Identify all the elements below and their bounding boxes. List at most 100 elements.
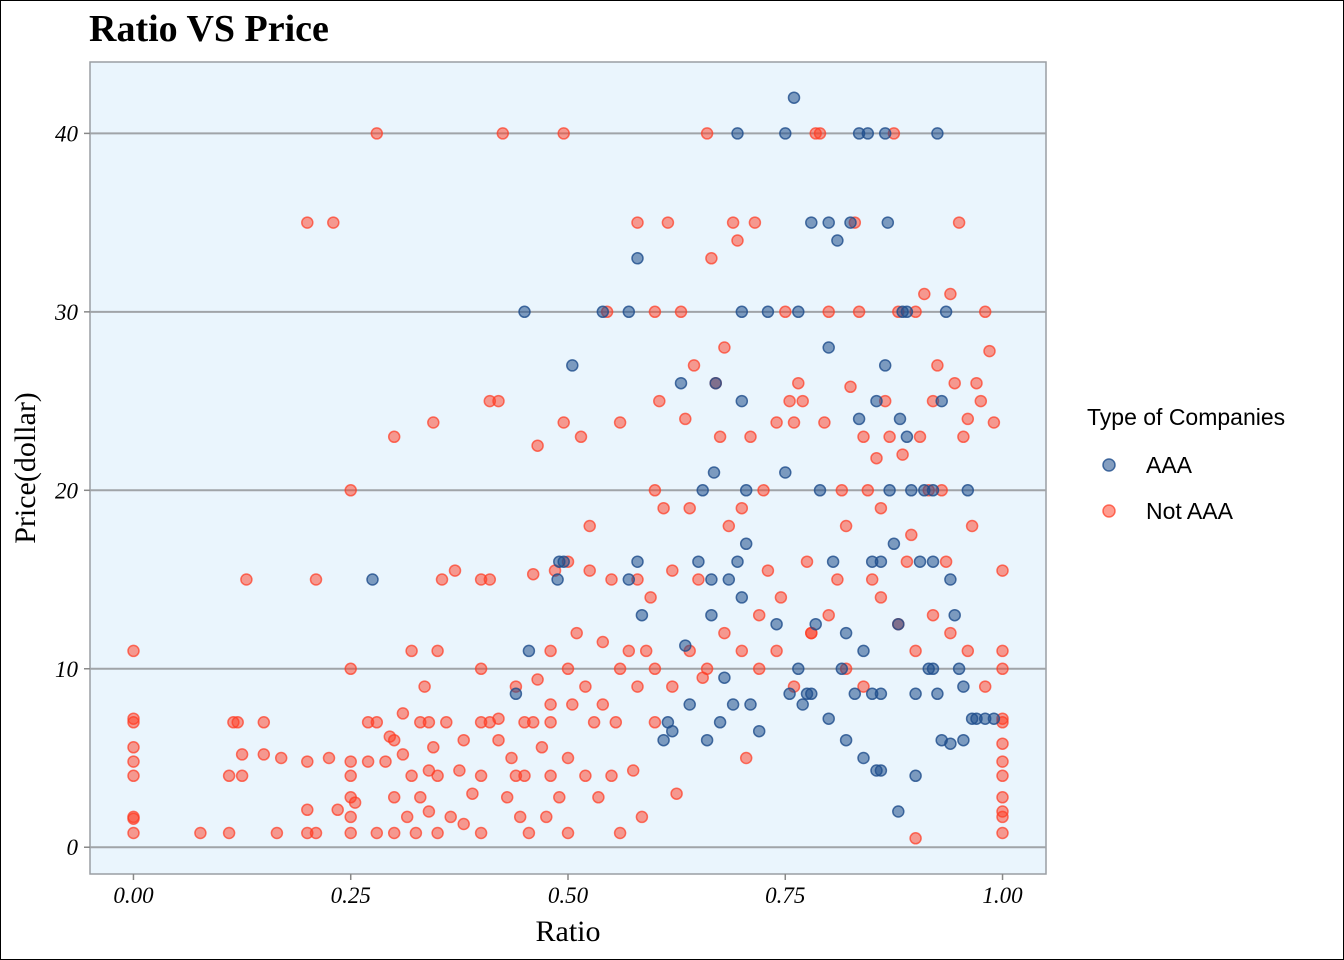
point-not-aaa — [574, 430, 588, 444]
point-aaa — [731, 127, 744, 140]
point-aaa — [522, 644, 536, 658]
point-not-aaa — [796, 394, 809, 408]
point-aaa — [726, 698, 740, 711]
point-not-aaa — [422, 805, 436, 818]
point-not-aaa — [726, 216, 740, 229]
point-not-aaa — [626, 764, 640, 777]
point-aaa — [518, 305, 531, 319]
point-not-aaa — [194, 826, 207, 840]
point-not-aaa — [544, 644, 557, 658]
y-tick-label: 10 — [55, 657, 79, 682]
point-not-aaa — [505, 751, 518, 765]
point-not-aaa — [926, 608, 940, 622]
point-not-aaa — [387, 733, 401, 747]
point-aaa — [805, 216, 818, 229]
point-aaa — [657, 733, 670, 747]
point-not-aaa — [127, 716, 140, 729]
point-not-aaa — [492, 733, 505, 747]
point-aaa — [822, 341, 835, 354]
chart-title: Ratio VS Price — [89, 8, 329, 50]
point-not-aaa — [857, 680, 870, 693]
point-not-aaa — [978, 305, 992, 319]
y-tick-label: 0 — [67, 835, 79, 860]
point-not-aaa — [553, 791, 566, 804]
point-not-aaa — [483, 573, 497, 586]
point-aaa — [839, 626, 853, 640]
point-aaa — [683, 698, 696, 711]
point-aaa — [692, 555, 705, 568]
point-not-aaa — [526, 567, 540, 581]
point-not-aaa — [996, 826, 1009, 840]
legend-marker-aaa — [1102, 458, 1116, 472]
point-not-aaa — [440, 716, 453, 729]
y-tick-label: 20 — [55, 478, 79, 503]
point-not-aaa — [301, 803, 314, 817]
point-not-aaa — [127, 755, 140, 768]
point-not-aaa — [344, 755, 357, 768]
point-not-aaa — [561, 826, 575, 840]
point-not-aaa — [431, 769, 444, 783]
point-not-aaa — [683, 501, 696, 515]
point-aaa — [707, 466, 721, 479]
point-not-aaa — [996, 755, 1009, 768]
point-not-aaa — [974, 394, 988, 408]
point-not-aaa — [605, 573, 618, 586]
point-not-aaa — [570, 626, 583, 640]
point-not-aaa — [674, 305, 688, 319]
point-not-aaa — [561, 751, 575, 765]
point-not-aaa — [309, 826, 323, 840]
point-not-aaa — [687, 359, 701, 372]
point-aaa — [948, 608, 961, 622]
point-aaa — [735, 591, 749, 604]
point-not-aaa — [396, 748, 410, 761]
point-aaa — [705, 573, 718, 586]
point-not-aaa — [774, 591, 788, 604]
point-not-aaa — [739, 751, 753, 765]
point-not-aaa — [370, 826, 384, 840]
point-not-aaa — [535, 741, 549, 754]
point-not-aaa — [235, 769, 249, 783]
point-not-aaa — [544, 769, 557, 783]
point-not-aaa — [331, 803, 344, 817]
point-not-aaa — [561, 662, 575, 676]
point-not-aaa — [596, 635, 610, 649]
point-not-aaa — [996, 737, 1009, 750]
point-aaa — [779, 466, 792, 479]
point-aaa — [557, 555, 570, 568]
point-not-aaa — [852, 305, 866, 319]
plot-panel — [89, 61, 1047, 875]
point-not-aaa — [666, 564, 679, 577]
point-not-aaa — [783, 394, 796, 408]
point-aaa — [718, 671, 731, 684]
point-aaa — [822, 712, 835, 725]
point-not-aaa — [301, 755, 314, 768]
point-not-aaa — [996, 810, 1009, 824]
point-not-aaa — [844, 380, 857, 394]
point-aaa — [926, 555, 940, 568]
point-aaa — [831, 234, 844, 247]
point-not-aaa — [270, 826, 284, 840]
point-not-aaa — [613, 416, 627, 429]
point-not-aaa — [857, 430, 870, 444]
point-aaa — [878, 127, 892, 140]
point-aaa — [892, 805, 905, 818]
point-not-aaa — [309, 573, 323, 586]
point-not-aaa — [987, 416, 1001, 429]
point-aaa — [878, 359, 892, 372]
point-not-aaa — [900, 555, 914, 568]
point-aaa — [622, 305, 636, 319]
point-not-aaa — [748, 216, 762, 229]
point-not-aaa — [418, 680, 431, 693]
point-not-aaa — [405, 644, 418, 658]
point-aaa — [366, 573, 379, 586]
point-not-aaa — [379, 755, 392, 768]
point-not-aaa — [474, 662, 488, 676]
point-not-aaa — [952, 216, 966, 229]
point-not-aaa — [513, 810, 527, 824]
point-not-aaa — [909, 832, 922, 845]
point-not-aaa — [274, 751, 288, 765]
point-not-aaa — [587, 716, 601, 729]
point-aaa — [779, 127, 792, 140]
point-not-aaa — [978, 680, 992, 693]
